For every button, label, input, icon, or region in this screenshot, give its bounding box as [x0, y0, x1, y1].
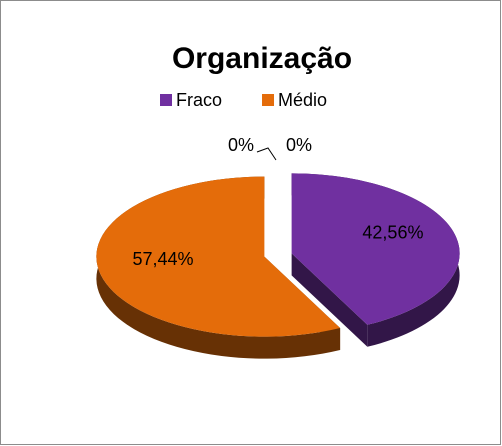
data-label: 0% — [286, 135, 312, 155]
data-label: 57,44% — [133, 249, 194, 269]
legend-label: Fraco — [176, 90, 222, 110]
chart-title: Organização — [172, 42, 352, 75]
slice-edge — [291, 253, 368, 347]
legend-swatch — [160, 94, 172, 106]
legend-swatch — [262, 94, 275, 106]
legend-label: Médio — [278, 90, 327, 110]
leader-line — [256, 147, 277, 161]
slice — [96, 176, 341, 337]
data-label: 42,56% — [362, 223, 423, 243]
data-label: 0% — [228, 135, 254, 155]
slice — [291, 173, 460, 325]
slice-side — [96, 176, 341, 359]
